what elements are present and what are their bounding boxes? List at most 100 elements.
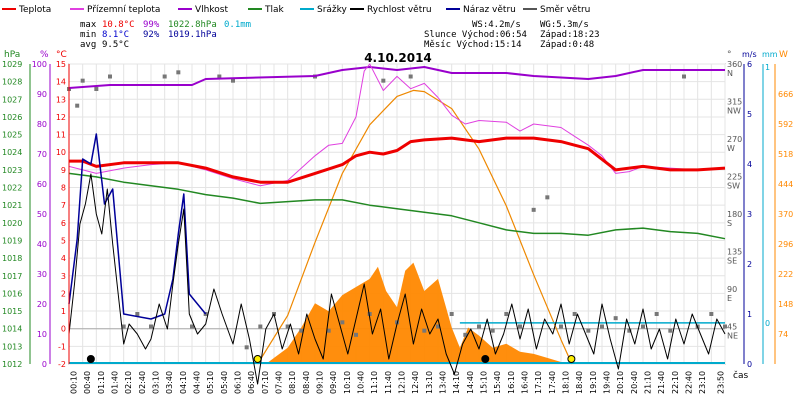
stats-max-hum: 99%: [143, 20, 160, 30]
humidity-tick: 10: [37, 330, 47, 339]
time-tick: 23:10: [698, 371, 707, 394]
wind-direction-point: [600, 324, 604, 329]
time-tick: 00:40: [83, 371, 92, 394]
wind-direction-point: [709, 312, 714, 316]
wind-direction-point: [80, 78, 85, 83]
wind-direction-point: [504, 312, 509, 316]
temperature-tick: 6: [61, 219, 66, 228]
time-tick: 06:10: [234, 371, 243, 394]
direction-name: SW: [727, 182, 740, 191]
legend-label: Směr větru: [540, 5, 590, 15]
wind-direction-point: [627, 328, 632, 333]
wind-direction-point: [436, 324, 440, 329]
direction-name: NE: [727, 332, 738, 341]
temperature-tick: 4: [61, 254, 66, 263]
wind-tick: 0: [747, 360, 752, 369]
direction-name: SE: [727, 257, 737, 266]
humidity-tick: 70: [37, 150, 47, 159]
direction-tick: 90: [727, 285, 737, 294]
wind-direction-point: [190, 324, 194, 329]
temperature-tick: 12: [56, 113, 66, 122]
direction-name: N: [727, 69, 733, 78]
temperature-tick: -1: [58, 342, 66, 351]
pressure-tick: 1027: [2, 95, 22, 104]
temperature-line: [69, 136, 726, 184]
humidity-tick: 0: [42, 360, 47, 369]
direction-tick: 225: [727, 173, 742, 182]
wind-direction-point: [422, 328, 427, 333]
wind-gust-line: [68, 133, 207, 320]
pressure-axis-label: hPa: [4, 50, 20, 60]
wind-direction-point: [545, 195, 550, 200]
wind-direction-point: [231, 78, 235, 83]
time-tick: 21:40: [657, 371, 666, 394]
moonset-marker: [86, 355, 95, 363]
pressure-tick: 1012: [2, 360, 22, 369]
rain-tick: 0: [765, 319, 770, 328]
time-tick: 07:10: [261, 371, 270, 394]
solar-theoretical-line: [257, 89, 573, 365]
chart-title: 4.10.2014: [364, 51, 432, 65]
time-tick: 05:10: [206, 371, 215, 394]
wind-direction-point: [613, 316, 618, 321]
plot-area: [68, 63, 726, 365]
wind-tick: 5: [747, 110, 752, 119]
pressure-tick: 1015: [2, 307, 22, 316]
wind-direction-point: [381, 78, 386, 83]
pressure-tick: 1016: [2, 289, 22, 298]
temperature-tick: 5: [61, 236, 66, 245]
wind-direction-point: [572, 312, 577, 316]
solar-radiation-area: [69, 262, 725, 364]
stats-max-temp: 10.8°C: [102, 20, 135, 30]
pressure-tick: 1025: [2, 131, 22, 140]
info-moon: Měsíc Východ:15:14: [424, 40, 522, 50]
legend-label: Náraz větru: [463, 5, 516, 15]
wind-direction-point: [94, 87, 99, 91]
solar-tick: 444: [778, 180, 793, 189]
wind-direction-point: [463, 332, 468, 337]
wind-direction-point: [559, 324, 563, 329]
info-block: WS:4.2m/s WG:5.3m/s Slunce Východ:06:54 …: [424, 20, 600, 50]
wind-direction-point: [354, 332, 358, 337]
solar-tick: 148: [778, 300, 793, 309]
time-tick: 00:10: [70, 371, 79, 394]
stats-avg-label: avg: [80, 40, 96, 50]
legend-label: Tlak: [264, 5, 285, 15]
pressure-tick: 1021: [2, 201, 22, 210]
wind-speed-line: [68, 173, 726, 385]
legend-label: Rychlost větru: [367, 5, 432, 15]
pressure-tick: 1018: [2, 254, 22, 263]
humidity-tick: 40: [37, 240, 47, 249]
ground-temperature-line: [68, 63, 726, 187]
temperature-tick: 0: [61, 325, 66, 334]
time-tick: 17:40: [548, 371, 557, 394]
time-tick: 22:10: [671, 371, 680, 394]
wind-direction-point: [326, 328, 331, 333]
solar-tick: 296: [778, 240, 793, 249]
wind-direction-point: [162, 74, 167, 79]
humidity-tick: 50: [37, 210, 47, 219]
wind-direction-point: [367, 312, 372, 316]
time-tick: 11:40: [384, 371, 393, 394]
time-tick: 13:40: [439, 371, 448, 394]
wind-direction-point: [340, 320, 345, 325]
stats-max-press: 1022.8hPa: [168, 20, 217, 30]
info-wg: WG:5.3m/s: [540, 20, 589, 30]
moonrise-marker: [481, 355, 490, 363]
direction-tick: 270: [727, 135, 742, 144]
wind-direction-point: [449, 312, 454, 316]
pressure-tick: 1014: [2, 325, 22, 334]
stats-max-rain: 0.1mm: [224, 20, 251, 30]
direction-name: E: [727, 294, 732, 303]
pressure-tick: 1028: [2, 78, 22, 87]
wind-tick: 4: [747, 160, 752, 169]
direction-name: S: [727, 219, 732, 228]
direction-axis-label: °: [727, 50, 732, 60]
legend-label: Srážky: [317, 5, 348, 15]
wind-direction-point: [258, 324, 263, 329]
info-ws: WS:4.2m/s: [472, 20, 521, 30]
wind-direction-point: [176, 70, 181, 75]
time-tick: 20:10: [616, 371, 625, 394]
solar-tick: 518: [778, 150, 793, 159]
time-tick: 07:40: [275, 371, 284, 394]
